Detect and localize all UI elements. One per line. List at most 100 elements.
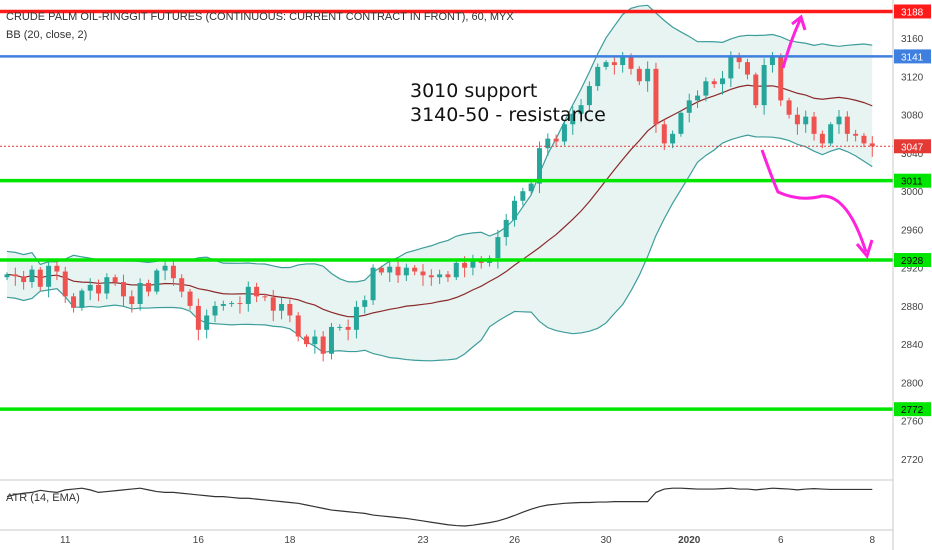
- candle-body: [553, 138, 559, 142]
- price-axis-bg: [893, 0, 932, 550]
- last-price-tag: [894, 139, 931, 154]
- y-tick-label: 2920: [901, 264, 924, 275]
- candle-body: [686, 100, 692, 113]
- candle-body: [711, 81, 717, 85]
- level-price-tag: [894, 4, 931, 19]
- candle-body: [536, 148, 542, 184]
- candle-body: [761, 65, 767, 106]
- candle-body: [653, 68, 659, 125]
- candle-body: [620, 57, 626, 66]
- candle-body: [853, 133, 859, 136]
- y-tick-label: 3000: [901, 187, 924, 198]
- x-tick-label: 11: [60, 535, 71, 546]
- candle-body: [803, 116, 809, 125]
- atr-line: [6, 487, 873, 527]
- candle-body: [362, 300, 368, 307]
- candle-body: [220, 304, 226, 306]
- y-tick-label: 2880: [901, 302, 924, 313]
- candle-body: [744, 62, 750, 75]
- x-tick-label: 6: [778, 535, 784, 546]
- candle-body: [636, 68, 642, 82]
- candle-body: [145, 282, 151, 292]
- candle-body: [96, 284, 102, 294]
- last-price-label: 3047: [901, 142, 924, 153]
- candle-body: [162, 265, 168, 271]
- y-tick-label: 3160: [901, 34, 924, 45]
- candle-body: [154, 270, 160, 292]
- candle-body: [279, 304, 285, 311]
- candle-body: [195, 305, 201, 330]
- candle-body: [353, 306, 359, 330]
- candle-body: [29, 269, 35, 283]
- candle-body: [112, 277, 118, 283]
- level-price-label: 3011: [901, 177, 923, 188]
- candle-body: [337, 326, 343, 328]
- candle-body: [62, 271, 68, 297]
- candle-body: [736, 57, 742, 63]
- y-tick-label: 3080: [901, 111, 924, 122]
- candle-body: [395, 266, 401, 276]
- bearish-arrow: [760, 149, 868, 253]
- x-tick-label: 2020: [678, 535, 701, 546]
- annotation-support: 3010 support: [410, 80, 538, 102]
- candle-body: [645, 68, 651, 82]
- candle-body: [769, 57, 775, 66]
- bb-upper: [6, 4, 873, 283]
- candle-body: [503, 219, 509, 238]
- candle-body: [462, 262, 468, 268]
- bb-basis: [6, 84, 873, 318]
- candle-body: [661, 124, 667, 144]
- candle-body: [678, 112, 684, 134]
- candle-body: [794, 114, 800, 125]
- candle-body: [403, 267, 409, 276]
- x-tick-label: 18: [284, 535, 296, 546]
- candle-body: [212, 305, 218, 316]
- candle-body: [237, 303, 243, 305]
- candle-body: [378, 267, 384, 273]
- candle-body: [811, 116, 817, 134]
- candle-body: [345, 326, 351, 330]
- candle-body: [453, 262, 459, 278]
- candle-body: [412, 267, 418, 272]
- candle-body: [54, 265, 60, 272]
- candle-body: [46, 265, 52, 287]
- y-tick-label: 3120: [901, 72, 924, 83]
- candle-body: [387, 266, 393, 273]
- candle-body: [586, 86, 592, 106]
- level-price-label: 3188: [901, 7, 924, 18]
- candle-body: [104, 277, 110, 294]
- candle-body: [512, 200, 518, 220]
- candle-body: [611, 62, 617, 66]
- candle-body: [229, 303, 235, 305]
- candle-body: [170, 265, 176, 279]
- chart-title: CRUDE PALM OIL-RINGGIT FUTURES (CONTINUO…: [6, 11, 514, 23]
- candle-body: [545, 138, 551, 149]
- candle-body: [786, 100, 792, 115]
- candles-layer: [4, 51, 875, 362]
- drawings-layer: [760, 14, 874, 260]
- candle-body: [187, 291, 193, 306]
- candle-body: [495, 237, 501, 259]
- candle-body: [861, 135, 867, 144]
- candle-body: [445, 274, 451, 278]
- candle-body: [320, 336, 326, 354]
- y-tick-label: 2720: [901, 455, 924, 466]
- level-price-tag: [894, 253, 931, 268]
- y-tick-label: 2800: [901, 378, 924, 389]
- candle-body: [753, 74, 759, 106]
- atr-indicator-label: ATR (14, EMA): [6, 492, 80, 504]
- level-price-tag: [894, 49, 931, 64]
- x-tick-label: 23: [417, 535, 429, 546]
- candle-body: [12, 274, 18, 277]
- x-tick-label: 8: [869, 535, 875, 546]
- candle-body: [869, 143, 875, 147]
- candle-body: [528, 183, 534, 192]
- x-tick-label: 26: [509, 535, 521, 546]
- bb-fill: [7, 5, 873, 361]
- candle-body: [670, 133, 676, 144]
- level-price-tag: [894, 402, 931, 417]
- candle-body: [87, 284, 93, 291]
- candle-body: [778, 57, 784, 101]
- candle-body: [79, 290, 85, 308]
